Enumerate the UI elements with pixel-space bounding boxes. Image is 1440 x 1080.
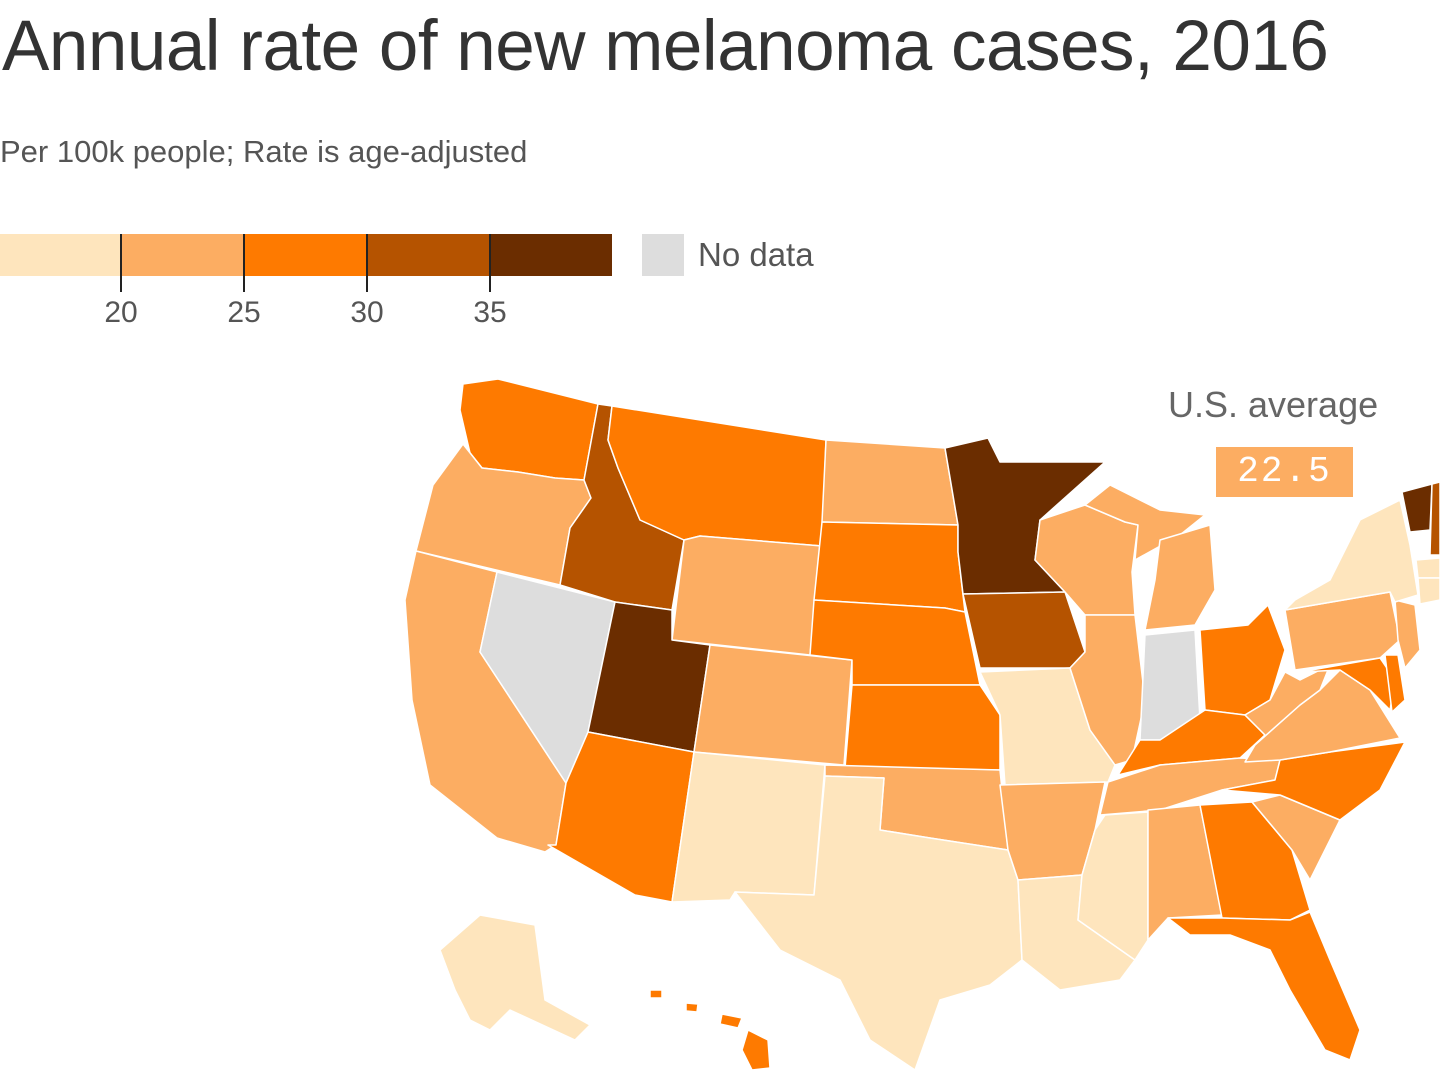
legend-tick bbox=[489, 234, 491, 292]
legend-tick-label: 20 bbox=[104, 296, 138, 329]
state-new-york bbox=[1284, 499, 1419, 611]
legend-bin-3 bbox=[367, 234, 490, 276]
state-wyoming bbox=[671, 535, 823, 656]
state-texas bbox=[734, 775, 1023, 1071]
state-delaware bbox=[1384, 654, 1406, 713]
legend-bin-2 bbox=[244, 234, 367, 276]
state-alaska bbox=[439, 914, 591, 1041]
chart-subtitle: Per 100k people; Rate is age-adjusted bbox=[0, 134, 528, 169]
state-west-virginia bbox=[1244, 664, 1331, 746]
state-hawaii-kauai bbox=[649, 989, 663, 999]
no-data-swatch bbox=[642, 234, 684, 276]
no-data-label: No data bbox=[698, 236, 814, 273]
state-new-jersey bbox=[1394, 599, 1421, 669]
state-florida bbox=[1167, 911, 1361, 1061]
legend-tick-label: 30 bbox=[350, 296, 384, 329]
state-illinois bbox=[1069, 614, 1146, 766]
state-iowa bbox=[962, 591, 1086, 669]
us-average-label: U.S. average bbox=[1168, 384, 1379, 425]
state-new-hampshire bbox=[1429, 481, 1440, 556]
legend-tick bbox=[243, 234, 245, 292]
us-average-value: 22.5 bbox=[1216, 447, 1353, 497]
state-south-carolina bbox=[1251, 794, 1341, 881]
legend-tick bbox=[366, 234, 368, 292]
state-hawaii-maui bbox=[719, 1013, 743, 1029]
legend-bin-1 bbox=[121, 234, 244, 276]
legend-bin-4 bbox=[490, 234, 612, 276]
state-south-dakota bbox=[813, 521, 966, 613]
state-massachusetts bbox=[1415, 557, 1440, 579]
state-maryland bbox=[1299, 657, 1396, 711]
state-hawaii-oahu bbox=[685, 1002, 699, 1013]
state-vermont bbox=[1401, 483, 1433, 533]
state-connecticut bbox=[1417, 577, 1440, 605]
state-colorado bbox=[693, 644, 853, 766]
state-alabama bbox=[1147, 804, 1223, 941]
state-michigan-lower bbox=[1144, 524, 1216, 631]
legend-tick bbox=[120, 234, 122, 292]
state-new-mexico bbox=[671, 751, 826, 903]
legend-bin-0 bbox=[0, 234, 121, 276]
state-hawaii-big bbox=[741, 1029, 771, 1071]
state-washington bbox=[459, 378, 599, 481]
legend-tick-label: 35 bbox=[473, 296, 507, 329]
legend-tick-label: 25 bbox=[227, 296, 261, 329]
state-kansas bbox=[844, 684, 1001, 771]
state-north-dakota bbox=[821, 439, 959, 526]
state-north-carolina bbox=[1221, 741, 1406, 821]
color-legend bbox=[0, 234, 612, 292]
chart-title: Annual rate of new melanoma cases, 2016 bbox=[2, 7, 1329, 86]
